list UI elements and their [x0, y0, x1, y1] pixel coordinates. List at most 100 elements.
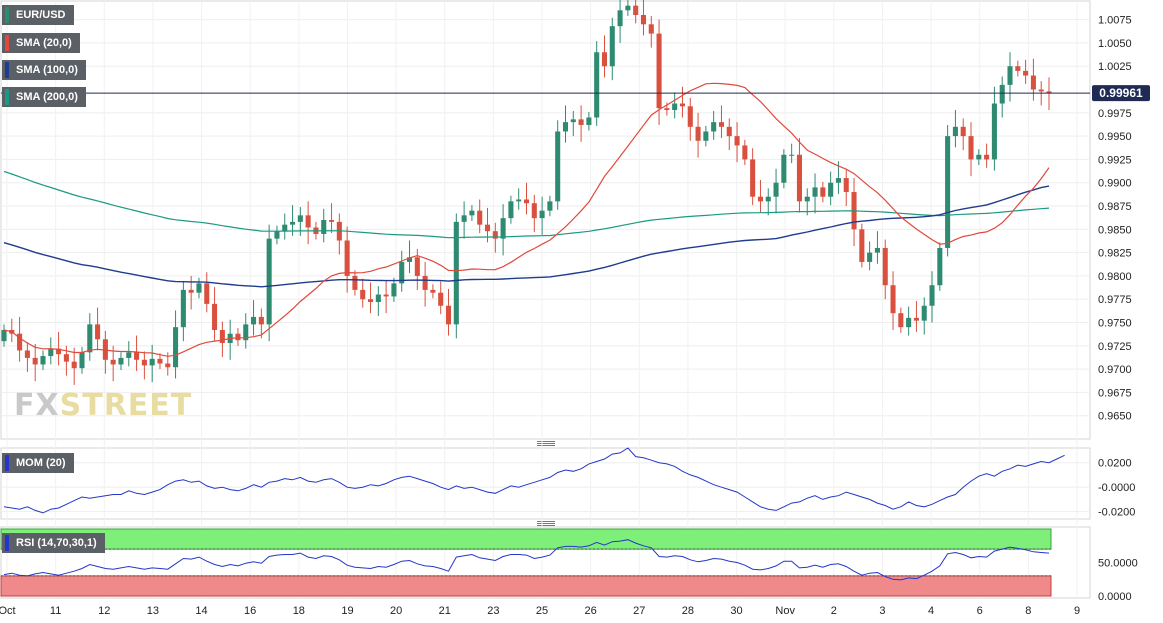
candle-body	[484, 224, 491, 232]
legend-rsi[interactable]: RSI (14,70,30,1)	[2, 533, 105, 553]
candle-body	[547, 201, 553, 211]
candle-body	[820, 187, 826, 197]
legend-sma-20[interactable]: SMA (20,0)	[2, 33, 80, 53]
candle-body	[890, 285, 896, 314]
x-tick-label: 18	[293, 605, 305, 617]
candle-body	[383, 294, 389, 297]
x-tick-label: 23	[487, 605, 499, 617]
mom-y-tick-label: 0.0200	[1098, 458, 1132, 470]
candle-body	[212, 303, 218, 330]
x-tick-label: 4	[928, 605, 934, 617]
legend-label: SMA (20,0)	[16, 37, 72, 49]
candle-body	[906, 317, 912, 328]
legend-swatch	[5, 35, 9, 51]
candle-body	[367, 299, 374, 303]
mom-y-tick-label: -0.0200	[1098, 507, 1135, 519]
candle-body	[601, 52, 608, 67]
candle-body	[422, 275, 428, 290]
candle-body	[898, 313, 904, 328]
candle-body	[149, 358, 155, 366]
legend-label: SMA (200,0)	[16, 91, 78, 103]
candle-body	[812, 187, 818, 197]
momentum-line	[3, 447, 1065, 514]
candle-body	[523, 199, 530, 204]
candle-body	[157, 358, 163, 364]
sma-200-line	[3, 170, 1050, 239]
candle-body	[679, 103, 686, 107]
legend-eurusd[interactable]: EUR/USD	[2, 5, 74, 25]
candle-body	[859, 229, 865, 262]
candle-body	[375, 294, 381, 303]
candle-body	[219, 329, 225, 344]
y-tick-label: 0.9925	[1098, 154, 1132, 166]
legend-label: SMA (100,0)	[16, 64, 78, 76]
candle-body	[297, 215, 303, 222]
candle-body	[110, 359, 116, 365]
candle-body	[321, 220, 327, 234]
y-tick-label: 0.9675	[1098, 387, 1132, 399]
candle-body	[406, 257, 413, 262]
x-tick-label: 25	[536, 605, 548, 617]
y-tick-label: 0.9825	[1098, 248, 1132, 260]
rsi-overbought-band	[0, 528, 1052, 550]
candle-body	[1038, 89, 1044, 92]
candle-body	[56, 348, 62, 355]
candle-body	[360, 289, 366, 300]
legend-sma-100[interactable]: SMA (100,0)	[2, 60, 86, 80]
candle-body	[63, 354, 69, 362]
momentum-pane	[0, 447, 1091, 520]
legend-sma-200[interactable]: SMA (200,0)	[2, 87, 86, 107]
candle-body	[976, 154, 982, 160]
candle-body	[508, 201, 514, 219]
x-tick-label: 27	[633, 605, 645, 617]
candle-body	[765, 196, 771, 202]
candle-body	[79, 352, 85, 369]
y-tick-label: 0.9950	[1098, 131, 1132, 143]
candle-body	[344, 240, 350, 276]
x-tick-label: 6	[977, 605, 983, 617]
candle-body	[921, 305, 927, 321]
candle-body	[165, 363, 171, 368]
x-tick-label: 9	[1074, 605, 1080, 617]
x-tick-label: Oct	[0, 605, 16, 617]
candle-body	[258, 316, 264, 325]
candle-body	[695, 126, 701, 141]
y-tick-label: 0.9975	[1098, 108, 1132, 120]
candle-body	[71, 361, 77, 369]
candle-body	[991, 103, 997, 160]
x-tick-label: 2	[831, 605, 837, 617]
y-tick-label: 1.0025	[1098, 61, 1132, 73]
candle-body	[95, 324, 101, 340]
y-tick-label: 0.9725	[1098, 341, 1132, 353]
candle-body	[17, 333, 23, 351]
y-tick-label: 1.0075	[1098, 15, 1132, 27]
candle-body	[134, 352, 140, 360]
candle-body	[711, 122, 717, 132]
candle-body	[640, 14, 647, 25]
candle-body	[235, 333, 241, 341]
candle-body	[773, 182, 779, 197]
candle-body	[594, 52, 600, 118]
y-tick-label: 0.9850	[1098, 224, 1132, 236]
candle-body	[999, 84, 1005, 104]
candle-body	[586, 117, 592, 125]
candle-body	[984, 154, 990, 160]
candle-body	[968, 136, 974, 160]
candle-body	[789, 154, 795, 156]
candle-body	[453, 221, 459, 325]
x-tick-label: 19	[341, 605, 353, 617]
candle-body	[1046, 91, 1052, 94]
candle-body	[539, 210, 545, 219]
candle-body	[32, 357, 38, 365]
candle-body	[48, 348, 54, 357]
candle-body	[562, 122, 569, 132]
candle-body	[274, 231, 280, 239]
candle-body	[945, 136, 951, 248]
candle-body	[461, 215, 467, 222]
legend-mom[interactable]: MOM (20)	[2, 453, 74, 473]
fxstreet-watermark: FXSTREET	[14, 388, 193, 423]
candle-body	[952, 126, 958, 137]
candle-body	[173, 327, 179, 368]
sma-20-line	[3, 82, 1050, 357]
candle-body	[804, 196, 810, 202]
